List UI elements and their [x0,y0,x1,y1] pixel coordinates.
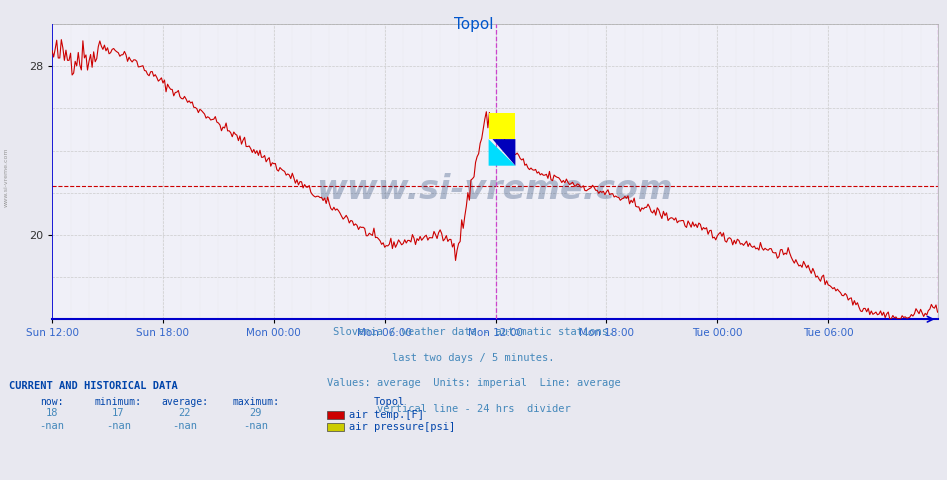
Text: www.si-vreme.com: www.si-vreme.com [4,148,9,207]
Text: -nan: -nan [172,420,197,431]
Text: average:: average: [161,396,208,407]
Text: www.si-vreme.com: www.si-vreme.com [316,173,673,206]
Text: 29: 29 [249,408,262,418]
Text: minimum:: minimum: [95,396,142,407]
Text: Slovenia / weather data - automatic stations.: Slovenia / weather data - automatic stat… [333,327,614,337]
Text: Values: average  Units: imperial  Line: average: Values: average Units: imperial Line: av… [327,378,620,388]
Text: -nan: -nan [40,420,64,431]
Text: last two days / 5 minutes.: last two days / 5 minutes. [392,353,555,363]
Text: air pressure[psi]: air pressure[psi] [349,422,456,432]
Text: vertical line - 24 hrs  divider: vertical line - 24 hrs divider [377,404,570,414]
Text: Topol: Topol [374,396,405,407]
Text: CURRENT AND HISTORICAL DATA: CURRENT AND HISTORICAL DATA [9,381,178,391]
Text: now:: now: [41,396,63,407]
Text: 22: 22 [178,408,191,418]
Text: maximum:: maximum: [232,396,279,407]
Text: 17: 17 [112,408,125,418]
Text: 18: 18 [45,408,59,418]
Text: Topol: Topol [454,17,493,32]
Text: -nan: -nan [243,420,268,431]
Text: air temp.[F]: air temp.[F] [349,410,424,420]
Text: -nan: -nan [106,420,131,431]
